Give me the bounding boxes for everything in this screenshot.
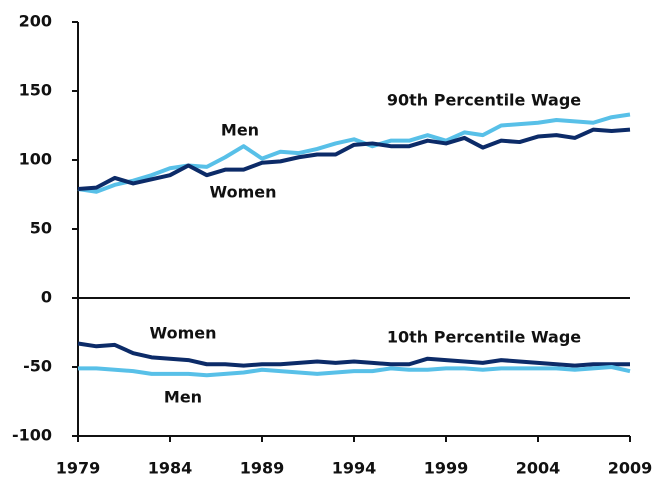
annotation: 10th Percentile Wage	[387, 328, 581, 347]
annotation: Men	[164, 388, 202, 407]
annotation: Women	[150, 324, 217, 343]
series-line	[78, 365, 631, 378]
y-tick-label: 0	[41, 288, 52, 307]
annotation: Men	[221, 121, 259, 140]
x-tick-label: 1994	[332, 459, 377, 478]
y-tick-label: 50	[30, 219, 52, 238]
y-tick-label: 100	[19, 150, 52, 169]
y-tick-label: -50	[23, 357, 52, 376]
y-tick-label: 200	[19, 12, 52, 31]
x-tick-label: 2009	[608, 459, 653, 478]
x-tick-label: 1989	[240, 459, 285, 478]
x-tick-label: 1999	[424, 459, 469, 478]
annotation: Women	[210, 183, 277, 202]
x-tick-label: 2004	[516, 459, 561, 478]
y-tick-label: 150	[19, 81, 52, 100]
y-tick-label: -100	[12, 426, 52, 445]
series-line	[77, 127, 631, 191]
x-tick-label: 1984	[148, 459, 193, 478]
annotation: 90th Percentile Wage	[387, 91, 581, 110]
series-line	[77, 341, 630, 368]
series-line	[77, 112, 631, 194]
x-tick-label: 1979	[56, 459, 101, 478]
